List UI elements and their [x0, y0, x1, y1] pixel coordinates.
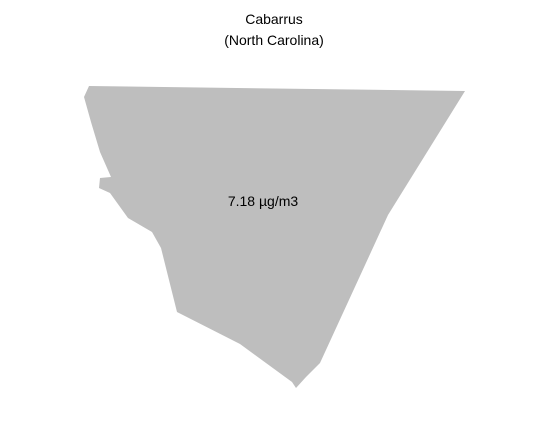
county-region — [84, 86, 465, 388]
map-title-county: Cabarrus — [245, 11, 303, 27]
map-title-state: (North Carolina) — [224, 32, 324, 48]
pollution-value-label: 7.18 µg/m3 — [228, 193, 299, 209]
